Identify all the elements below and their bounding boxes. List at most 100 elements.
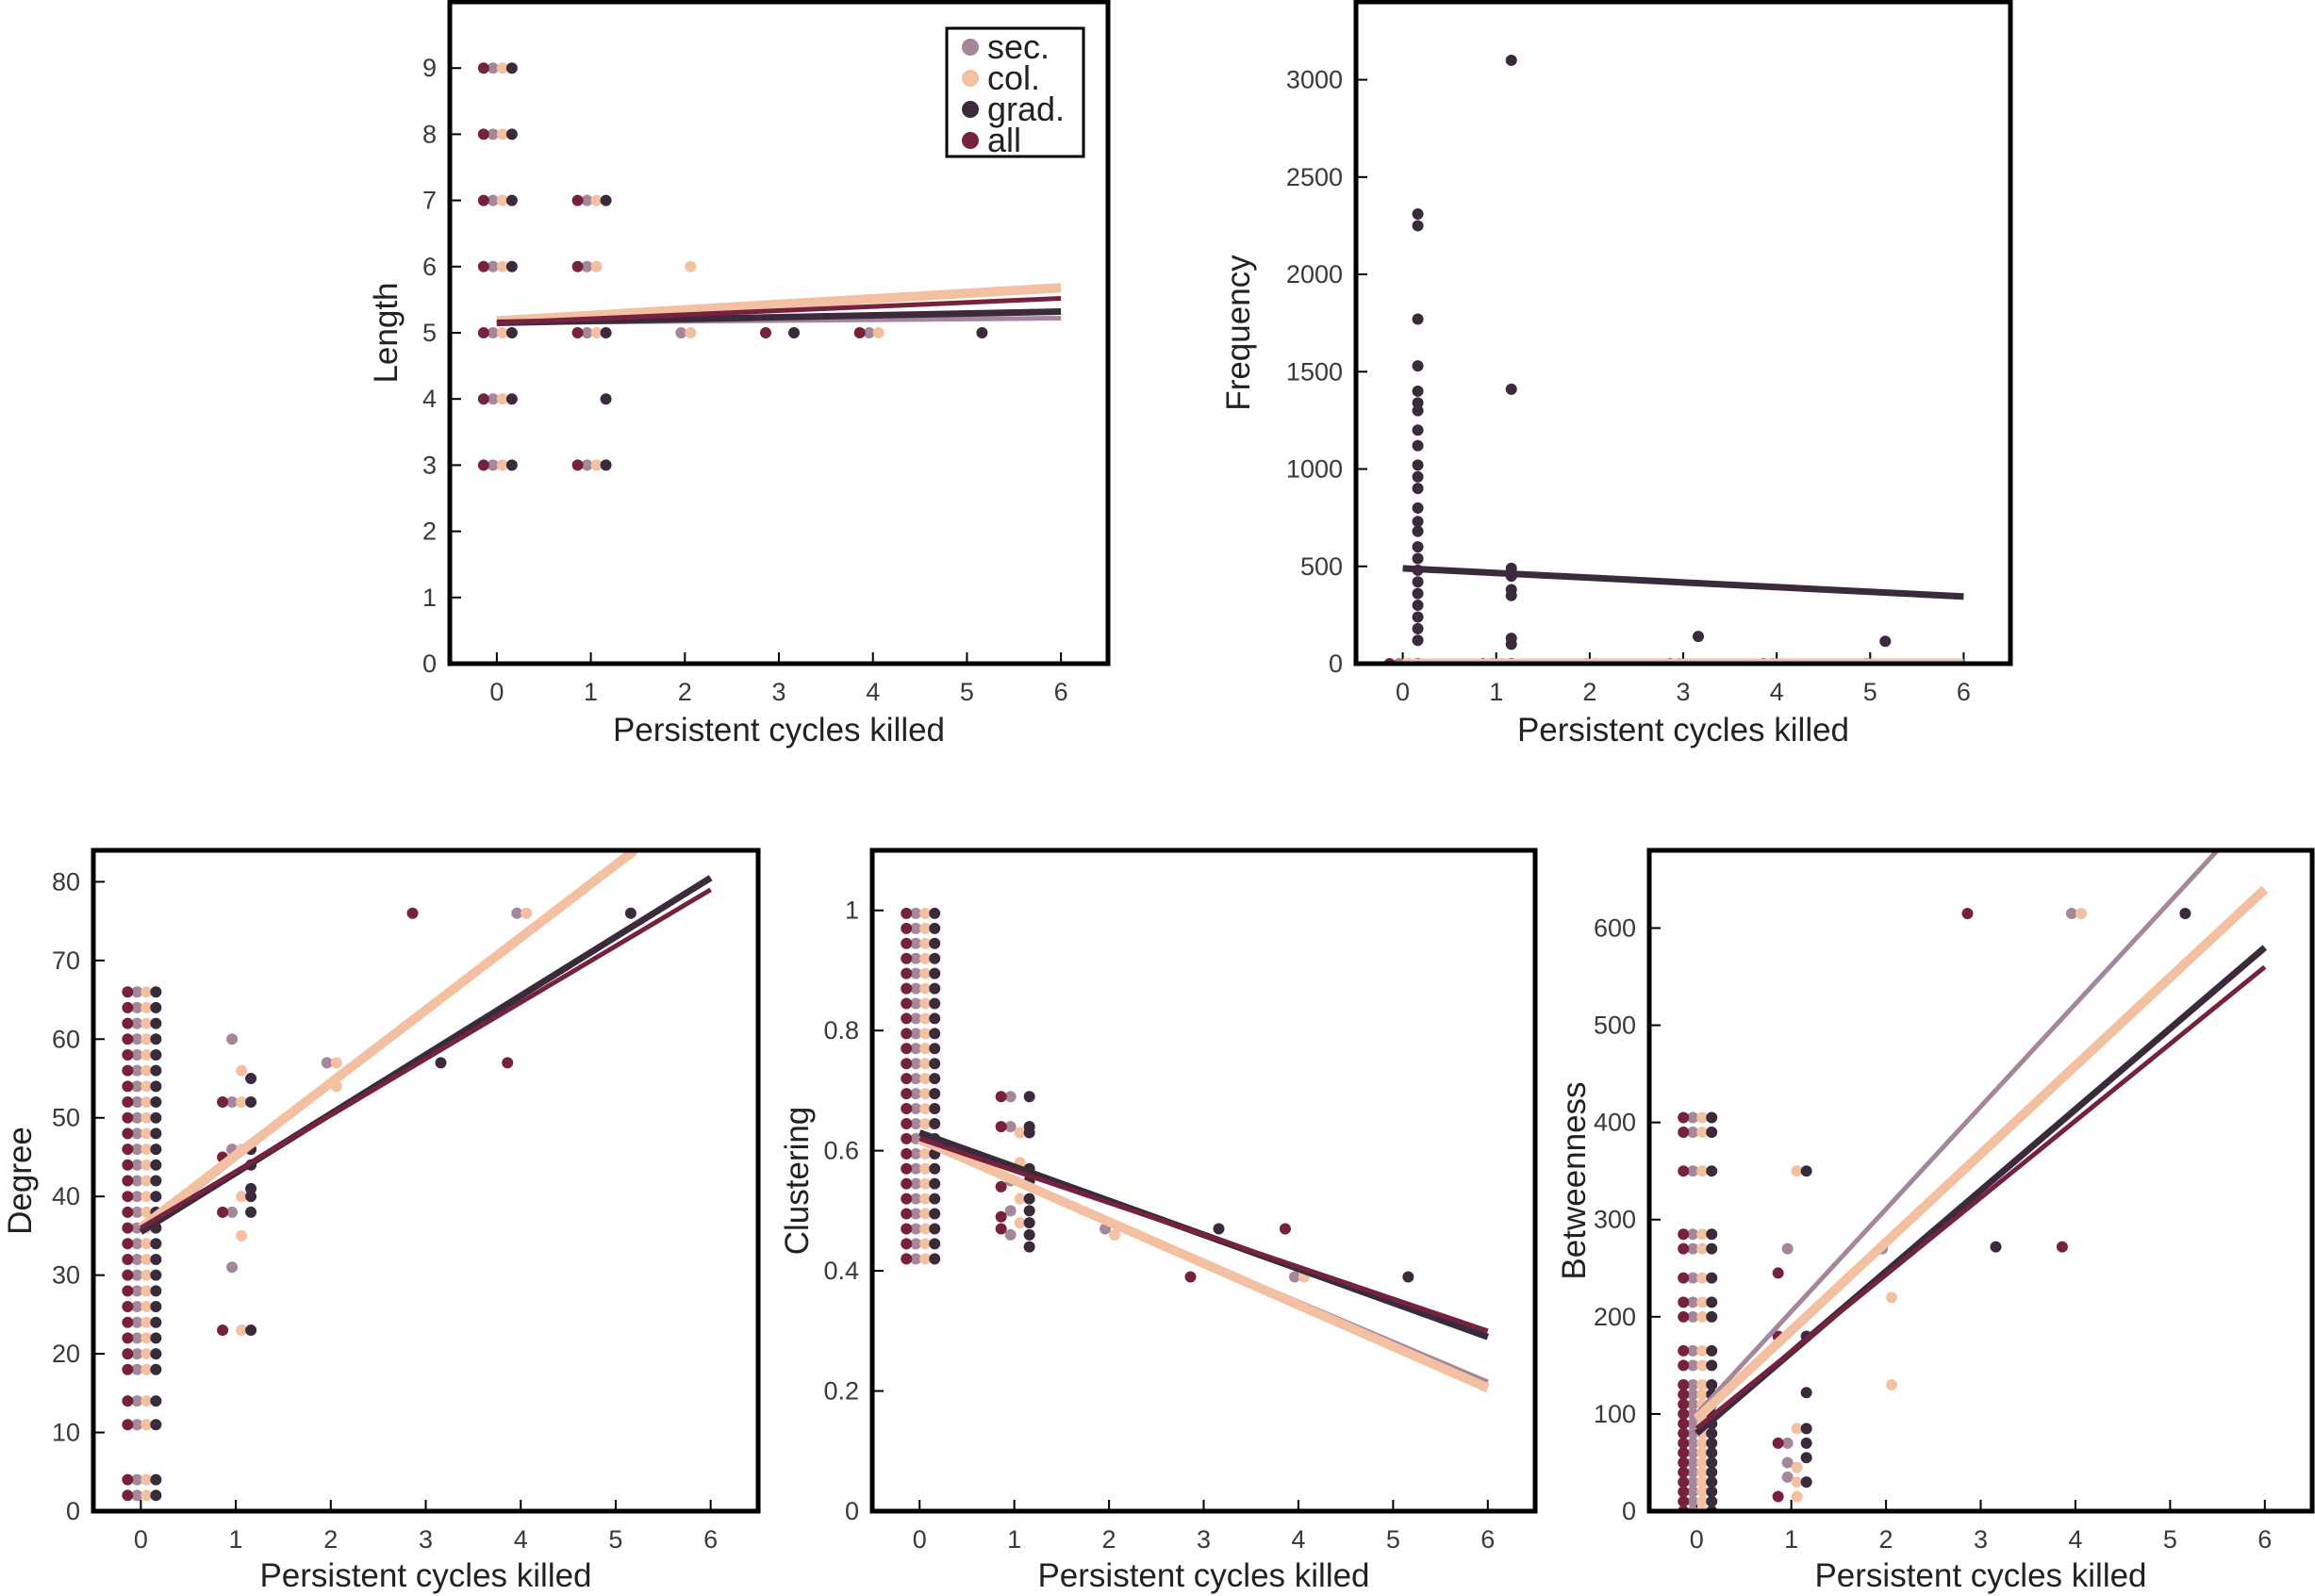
data-point-all [901,1088,913,1100]
data-point-grad [600,327,612,338]
data-point-col [141,1269,153,1281]
data-point-sec [1004,1205,1017,1217]
data-point-col [1696,1242,1709,1255]
data-layer [1678,850,2269,1511]
data-point-sec [226,1033,239,1045]
data-point-grad [505,393,518,405]
data-point-col [141,1316,153,1328]
data-point-all [901,967,913,979]
y-tick-label: 0 [845,1497,859,1525]
data-point-col [1696,1486,1709,1498]
data-point-all [901,1117,913,1129]
data-point-sec [2065,908,2077,920]
data-point-sec [131,1238,143,1250]
y-tick-label: 7 [422,187,437,215]
data-point-col [141,986,153,998]
y-tick-label: 8 [422,120,437,148]
data-point-grad [1023,1193,1035,1205]
data-point-grad [929,1223,941,1235]
y-tick-label: 4 [422,385,437,413]
data-point-sec [910,1193,922,1205]
data-point-grad [929,1088,941,1100]
y-tick-label: 5 [422,319,437,347]
y-tick-label: 500 [1594,1012,1636,1040]
axes-frame [91,847,761,1514]
data-point-sec [1687,1486,1699,1498]
x-tick-label: 0 [1396,678,1410,706]
data-point-all [1678,1126,1690,1138]
data-point-grad [1706,1111,1718,1124]
data-point-all [1678,1466,1690,1478]
data-point-grad [1706,1126,1718,1138]
data-point-sec [1687,1456,1699,1469]
data-point-grad [150,1127,162,1140]
data-point-col [1109,1228,1121,1241]
data-point-grad [505,459,518,471]
data-point-all [571,260,584,272]
data-point-all [122,1238,134,1250]
data-point-col [141,1159,153,1171]
data-point-all [760,327,771,338]
data-point-sec [131,1001,143,1013]
data-point-grad [1706,1165,1718,1177]
data-point-all [122,1111,134,1124]
data-point-sec [487,459,499,471]
y-axis-title: Frequency [1220,255,1257,411]
data-point-sec [131,1301,143,1313]
data-point-grad [929,982,941,995]
data-point-all [122,1144,134,1156]
data-point-sec [910,1028,922,1040]
y-tick-label: 0 [1622,1497,1636,1525]
data-point-grad [1693,631,1704,643]
data-point-all [122,1033,134,1045]
data-point-sec [910,937,922,949]
data-point-grad [1706,1310,1718,1323]
x-tick-label: 4 [1770,678,1784,706]
data-point-sec [910,1253,922,1265]
fit-line-all [496,295,1062,325]
y-tick-label: 0 [66,1497,80,1525]
data-point-sec [1687,1111,1699,1124]
data-point-all [901,1103,913,1115]
data-point-sec [910,1238,922,1250]
data-point-col [1791,1490,1803,1503]
data-point-sec [1687,1165,1699,1177]
data-point-sec [321,1057,333,1069]
legend-label: all [987,121,1021,159]
data-point-grad [1412,424,1424,436]
data-point-all [477,194,489,206]
legend-marker-col [962,70,979,87]
data-point-col [919,1177,932,1190]
data-point-sec [910,1058,922,1070]
y-tick-label: 9 [422,54,437,82]
data-point-sec [131,1206,143,1218]
axes-frame [869,847,1538,1514]
data-point-all [1184,1271,1197,1283]
panel-length: 0 1 2 3 4 5 6 0 1 2 3 4 5 6 7 8 9 Persistent cycles kille… [368,0,1111,749]
data-point-all [901,1073,913,1085]
y-tick-label: 100 [1594,1400,1636,1428]
data-point-col [919,1193,932,1205]
y-tick-label: 0 [1329,650,1343,678]
y-tick-label: 1000 [1286,455,1343,484]
data-point-all [502,1057,514,1069]
x-tick-label: 4 [514,1525,528,1554]
data-point-grad [1412,459,1424,471]
fit-line-all [140,887,712,1230]
data-point-col [685,327,697,338]
x-tick-label: 3 [771,678,785,706]
data-point-all [122,1127,134,1140]
data-point-all [477,128,489,140]
data-point-sec [910,1088,922,1100]
data-point-col [236,1096,248,1109]
x-tick-label: 5 [960,678,974,706]
data-point-all [122,986,134,998]
data-point-sec [1781,1242,1794,1255]
data-point-sec [1781,1471,1794,1483]
data-point-col [141,1206,153,1218]
x-tick-label: 1 [1489,678,1503,706]
x-tick-label: 4 [866,678,880,706]
data-point-grad [1412,397,1424,409]
data-point-sec [910,1117,922,1129]
